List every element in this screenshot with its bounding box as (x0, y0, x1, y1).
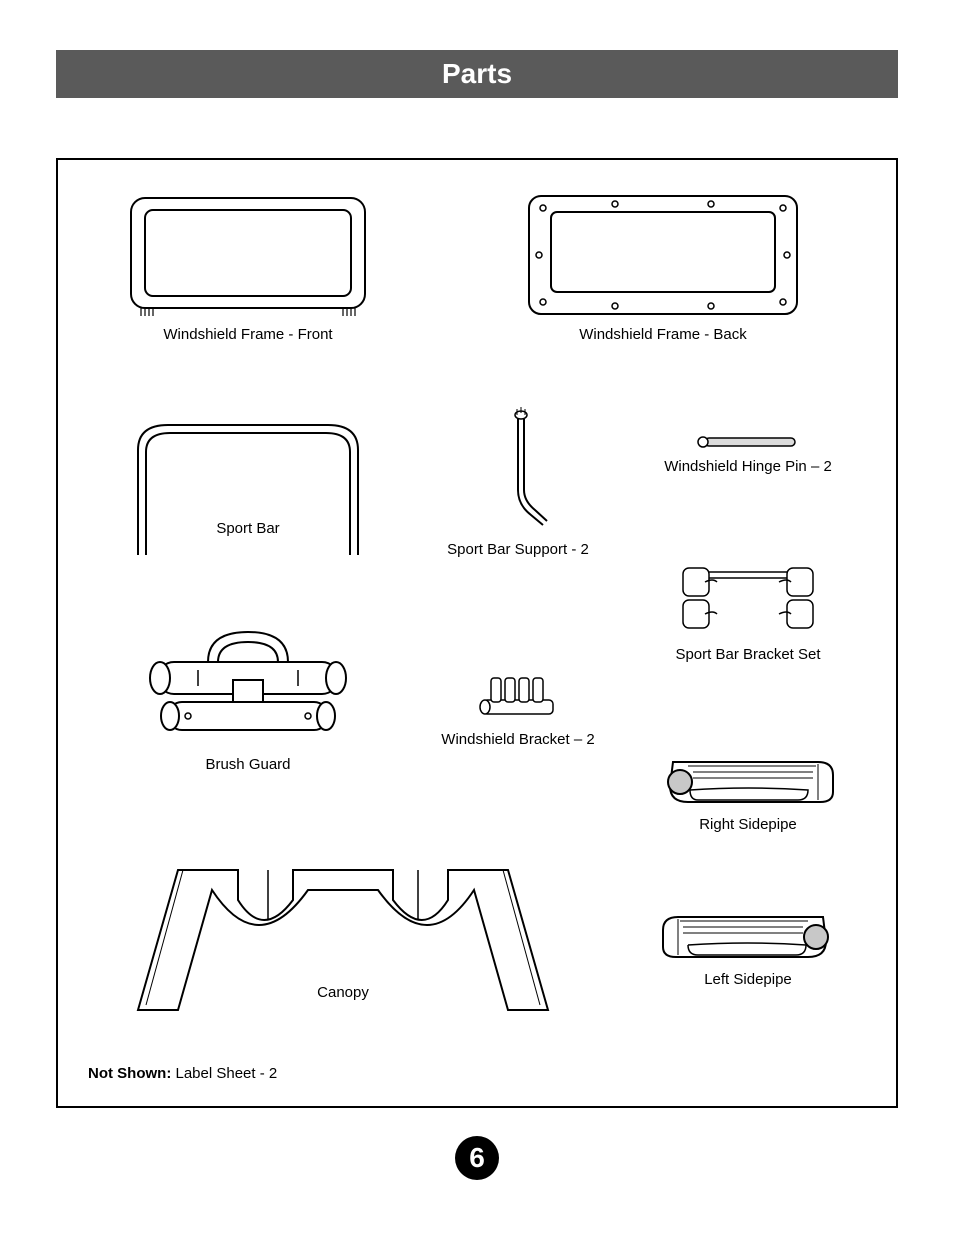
section-title: Parts (56, 50, 898, 98)
page-number: 6 (455, 1136, 499, 1180)
part-label: Windshield Hinge Pin – 2 (648, 458, 848, 475)
part-label: Sport Bar Bracket Set (658, 646, 838, 663)
part-label: Brush Guard (128, 756, 368, 773)
not-shown-note: Not Shown: Label Sheet - 2 (88, 1065, 277, 1082)
part-windshield-back: Windshield Frame - Back (518, 190, 808, 343)
wind-bracket-icon (473, 670, 563, 725)
part-label: Sport Bar (108, 520, 388, 537)
page-number-wrap: 6 (56, 1136, 898, 1180)
part-label: Windshield Frame - Front (118, 326, 378, 343)
not-shown-text: Label Sheet - 2 (171, 1065, 277, 1082)
part-brush-guard: Brush Guard (128, 620, 368, 773)
part-canopy: Canopy (118, 850, 568, 1001)
part-right-sidepipe: Right Sidepipe (648, 750, 848, 833)
page: Parts Windshield Frame - Front (0, 0, 954, 1220)
sport-bar-support-icon (473, 405, 563, 535)
part-windshield-front: Windshield Frame - Front (118, 190, 378, 343)
part-label: Left Sidepipe (648, 971, 848, 988)
sport-bar-icon (118, 410, 378, 560)
bracket-set-icon (673, 560, 823, 640)
hinge-pin-icon (693, 432, 803, 452)
left-sidepipe-icon (658, 905, 838, 965)
part-label: Right Sidepipe (648, 816, 848, 833)
part-wind-bracket: Windshield Bracket – 2 (428, 670, 608, 748)
brush-guard-icon (138, 620, 358, 750)
parts-container: Windshield Frame - Front Windshield Fram… (56, 158, 898, 1108)
part-label: Windshield Bracket – 2 (428, 731, 608, 748)
part-label: Sport Bar Support - 2 (428, 541, 608, 558)
windshield-front-icon (123, 190, 373, 320)
part-sport-bar: Sport Bar (108, 410, 388, 537)
part-hinge-pin: Windshield Hinge Pin – 2 (648, 432, 848, 475)
part-label: Windshield Frame - Back (518, 326, 808, 343)
windshield-back-icon (523, 190, 803, 320)
part-left-sidepipe: Left Sidepipe (648, 905, 848, 988)
not-shown-label: Not Shown: (88, 1065, 171, 1082)
part-bracket-set: Sport Bar Bracket Set (658, 560, 838, 663)
right-sidepipe-icon (658, 750, 838, 810)
part-sport-bar-support: Sport Bar Support - 2 (428, 405, 608, 558)
